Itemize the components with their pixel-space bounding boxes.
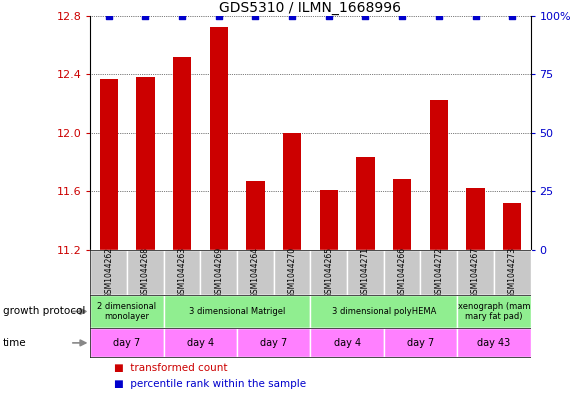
Bar	[90, 329, 164, 357]
Bar	[457, 329, 531, 357]
Bar	[274, 250, 310, 295]
Text: day 43: day 43	[477, 338, 511, 348]
Point	[471, 13, 480, 19]
Bar	[90, 295, 164, 328]
Point	[214, 13, 223, 19]
Bar	[246, 181, 265, 250]
Bar	[209, 28, 228, 250]
Text: GSM1044263: GSM1044263	[178, 246, 187, 298]
Text: day 7: day 7	[260, 338, 287, 348]
Text: growth protocol: growth protocol	[3, 307, 85, 316]
Point	[398, 13, 407, 19]
Text: GSM1044272: GSM1044272	[434, 247, 443, 298]
Text: 3 dimensional polyHEMA: 3 dimensional polyHEMA	[332, 307, 436, 316]
Bar	[310, 295, 457, 328]
Bar	[503, 203, 521, 250]
Bar	[127, 250, 164, 295]
Bar	[393, 180, 412, 250]
Point	[141, 13, 150, 19]
Bar	[90, 250, 127, 295]
Bar	[384, 250, 420, 295]
Bar	[494, 250, 531, 295]
Point	[251, 13, 260, 19]
Text: GSM1044262: GSM1044262	[104, 247, 113, 298]
Bar	[457, 250, 494, 295]
Bar	[319, 190, 338, 250]
Bar	[457, 295, 531, 328]
Text: day 7: day 7	[407, 338, 434, 348]
Text: ■  percentile rank within the sample: ■ percentile rank within the sample	[114, 379, 306, 389]
Text: GSM1044268: GSM1044268	[141, 247, 150, 298]
Bar	[466, 188, 484, 250]
Point	[324, 13, 333, 19]
Bar	[201, 250, 237, 295]
Bar	[347, 250, 384, 295]
Title: GDS5310 / ILMN_1668996: GDS5310 / ILMN_1668996	[219, 1, 402, 15]
Text: day 4: day 4	[333, 338, 361, 348]
Text: GSM1044271: GSM1044271	[361, 247, 370, 298]
Text: 3 dimensional Matrigel: 3 dimensional Matrigel	[189, 307, 285, 316]
Text: GSM1044269: GSM1044269	[214, 246, 223, 298]
Bar	[237, 329, 310, 357]
Bar	[164, 329, 237, 357]
Text: time: time	[3, 338, 27, 348]
Bar	[283, 133, 301, 250]
Point	[361, 13, 370, 19]
Text: GSM1044264: GSM1044264	[251, 246, 260, 298]
Bar	[100, 79, 118, 250]
Text: GSM1044267: GSM1044267	[471, 246, 480, 298]
Text: GSM1044270: GSM1044270	[287, 246, 297, 298]
Bar	[310, 329, 384, 357]
Bar	[430, 101, 448, 250]
Text: GSM1044265: GSM1044265	[324, 246, 333, 298]
Text: GSM1044266: GSM1044266	[398, 246, 407, 298]
Point	[104, 13, 113, 19]
Text: day 7: day 7	[114, 338, 141, 348]
Point	[287, 13, 297, 19]
Point	[177, 13, 187, 19]
Bar	[237, 250, 274, 295]
Text: GSM1044273: GSM1044273	[508, 246, 517, 298]
Bar	[164, 295, 310, 328]
Text: ■  transformed count: ■ transformed count	[114, 363, 227, 373]
Text: 2 dimensional
monolayer: 2 dimensional monolayer	[97, 302, 157, 321]
Bar	[136, 77, 154, 250]
Text: xenograph (mam
mary fat pad): xenograph (mam mary fat pad)	[458, 302, 530, 321]
Bar	[164, 250, 201, 295]
Bar	[384, 329, 457, 357]
Bar	[310, 250, 347, 295]
Point	[434, 13, 444, 19]
Bar	[356, 158, 375, 250]
Text: day 4: day 4	[187, 338, 214, 348]
Point	[508, 13, 517, 19]
Bar	[420, 250, 457, 295]
Bar	[173, 57, 191, 250]
